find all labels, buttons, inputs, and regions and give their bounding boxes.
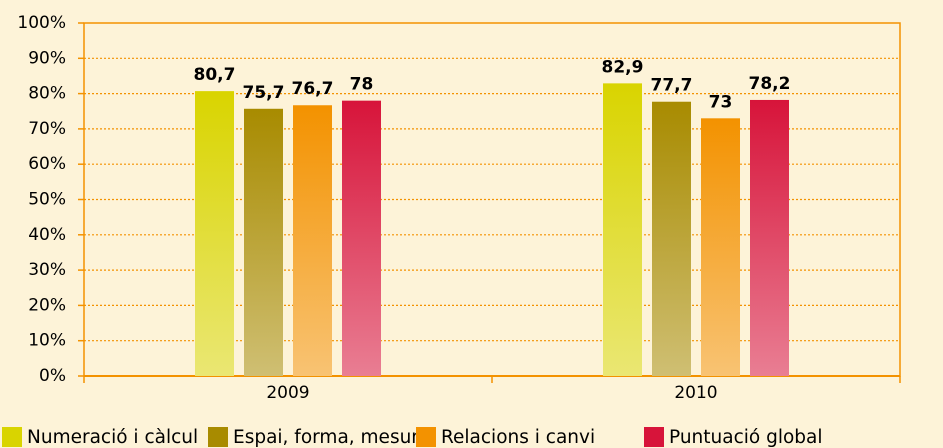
value-label: 82,9 <box>602 57 644 77</box>
y-tick-label: 30% <box>28 260 66 280</box>
x-tick-label: 2009 <box>266 383 309 403</box>
bar <box>293 105 332 377</box>
y-tick-label: 90% <box>28 48 66 68</box>
value-label: 77,7 <box>651 76 693 96</box>
x-tick-label: 2010 <box>674 383 717 403</box>
bar <box>652 101 691 377</box>
value-label: 78 <box>350 75 374 95</box>
legend-label: Espai, forma, mesura <box>233 427 430 448</box>
legend-swatch <box>644 427 664 447</box>
y-tick-label: 40% <box>28 225 66 245</box>
bar <box>342 100 381 376</box>
y-tick-label: 50% <box>28 190 66 210</box>
y-tick-label: 80% <box>28 84 66 104</box>
y-tick-label: 0% <box>39 366 66 386</box>
value-label: 80,7 <box>194 65 236 85</box>
legend-swatch <box>208 427 228 447</box>
value-label: 78,2 <box>749 74 791 94</box>
y-tick-label: 20% <box>28 295 66 315</box>
bar <box>750 99 789 376</box>
y-tick-label: 100% <box>17 13 66 33</box>
bar <box>701 118 740 376</box>
legend-label: Puntuació global <box>669 427 823 448</box>
bar <box>195 91 234 376</box>
legend-swatch <box>416 427 436 447</box>
value-label: 73 <box>709 92 733 112</box>
y-tick-label: 70% <box>28 119 66 139</box>
bar <box>603 83 642 376</box>
legend-label: Numeració i càlcul <box>27 427 198 448</box>
y-tick-label: 60% <box>28 154 66 174</box>
legend-label: Relacions i canvi <box>441 427 595 448</box>
value-label: 76,7 <box>292 79 334 99</box>
bar <box>244 108 283 377</box>
value-label: 75,7 <box>243 83 285 103</box>
y-tick-label: 10% <box>28 331 66 351</box>
legend-swatch <box>2 427 22 447</box>
